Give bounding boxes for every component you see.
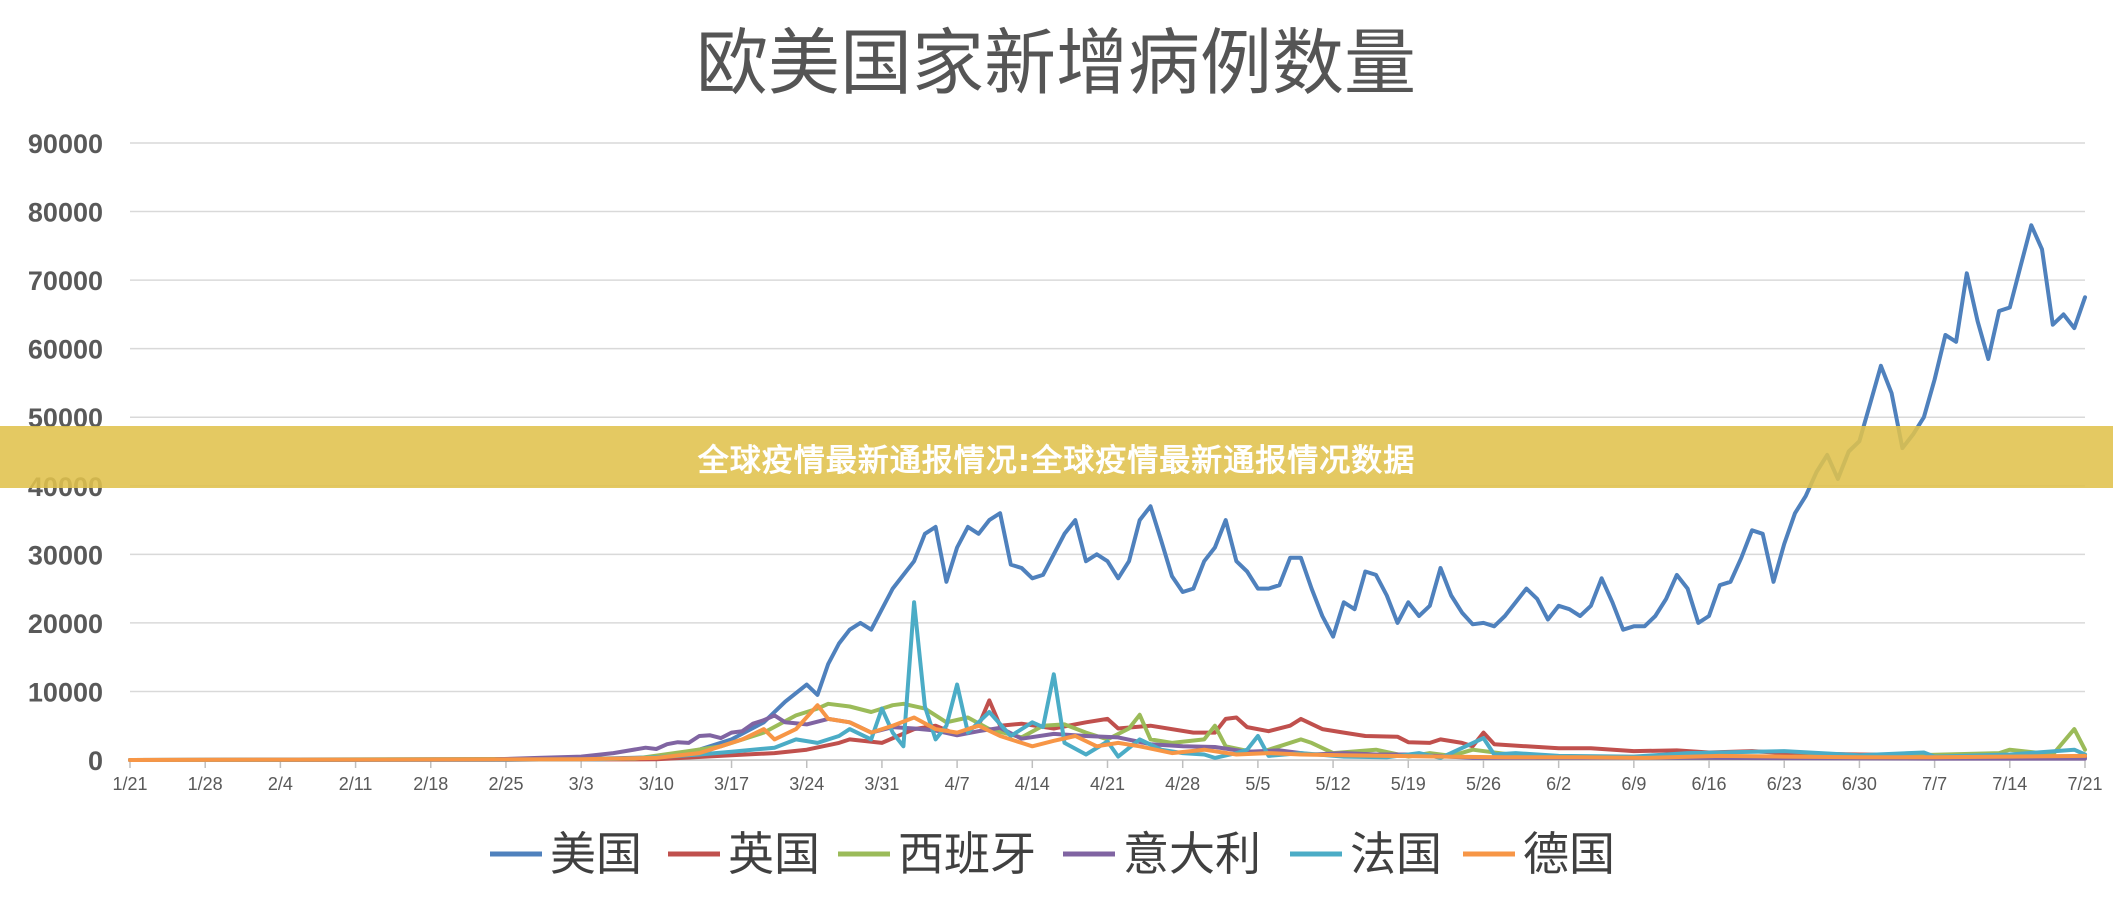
legend-label: 意大利	[1123, 827, 1261, 881]
x-tick-label: 6/16	[1692, 774, 1727, 794]
banner-text: 全球疫情最新通报情况:全球疫情最新通报情况数据	[697, 442, 1416, 479]
y-tick-label: 20000	[28, 609, 103, 639]
x-tick-label: 5/19	[1391, 774, 1426, 794]
y-tick-label: 90000	[28, 129, 103, 159]
x-tick-label: 5/12	[1316, 774, 1351, 794]
x-tick-label: 2/4	[268, 774, 293, 794]
x-tick-label: 4/7	[945, 774, 970, 794]
series-line-6	[128, 703, 2087, 762]
x-tick-label: 2/11	[339, 774, 373, 794]
legend-label: 英国	[728, 827, 820, 881]
x-tick-label: 3/10	[639, 774, 674, 794]
legend-label: 西班牙	[898, 827, 1036, 881]
x-tick-label: 2/25	[488, 774, 523, 794]
x-tick-label: 3/3	[569, 774, 594, 794]
x-tick-label: 2/18	[413, 774, 448, 794]
x-tick-label: 6/2	[1546, 774, 1571, 794]
legend-label: 法国	[1350, 827, 1442, 881]
x-tick-label: 5/26	[1466, 774, 1501, 794]
x-tick-label: 1/28	[188, 774, 223, 794]
y-tick-label: 10000	[28, 677, 103, 707]
overlay-banner: 全球疫情最新通报情况:全球疫情最新通报情况数据	[0, 426, 2113, 488]
chart-title: 欧美国家新增病例数量	[696, 21, 1416, 105]
x-tick-label: 6/30	[1842, 774, 1877, 794]
y-tick-label: 70000	[28, 266, 103, 296]
x-tick-label: 3/31	[864, 774, 899, 794]
series-line-2	[128, 698, 2087, 762]
legend: 美国 英国 西班牙 意大利 法国 德国	[490, 827, 1615, 881]
x-tick-label: 3/24	[789, 774, 824, 794]
x-tick-label: 7/14	[1992, 774, 2027, 794]
x-tick-label: 6/23	[1767, 774, 1802, 794]
y-tick-label: 30000	[28, 540, 103, 570]
x-tick-label: 4/21	[1090, 774, 1125, 794]
legend-label: 美国	[550, 827, 642, 881]
x-tick-label: 1/21	[112, 774, 147, 794]
y-tick-label: 80000	[28, 198, 103, 228]
x-tick-label: 6/9	[1621, 774, 1646, 794]
x-tick-label: 4/28	[1165, 774, 1200, 794]
x-tick-label: 3/17	[714, 774, 749, 794]
x-tick-label: 7/21	[2067, 774, 2102, 794]
legend-label: 德国	[1523, 827, 1615, 881]
x-tick-label: 4/14	[1015, 774, 1050, 794]
y-tick-label: 0	[88, 746, 103, 776]
y-tick-label: 60000	[28, 335, 103, 365]
x-tick-label: 5/5	[1245, 774, 1270, 794]
x-tick-label: 7/7	[1922, 774, 1947, 794]
